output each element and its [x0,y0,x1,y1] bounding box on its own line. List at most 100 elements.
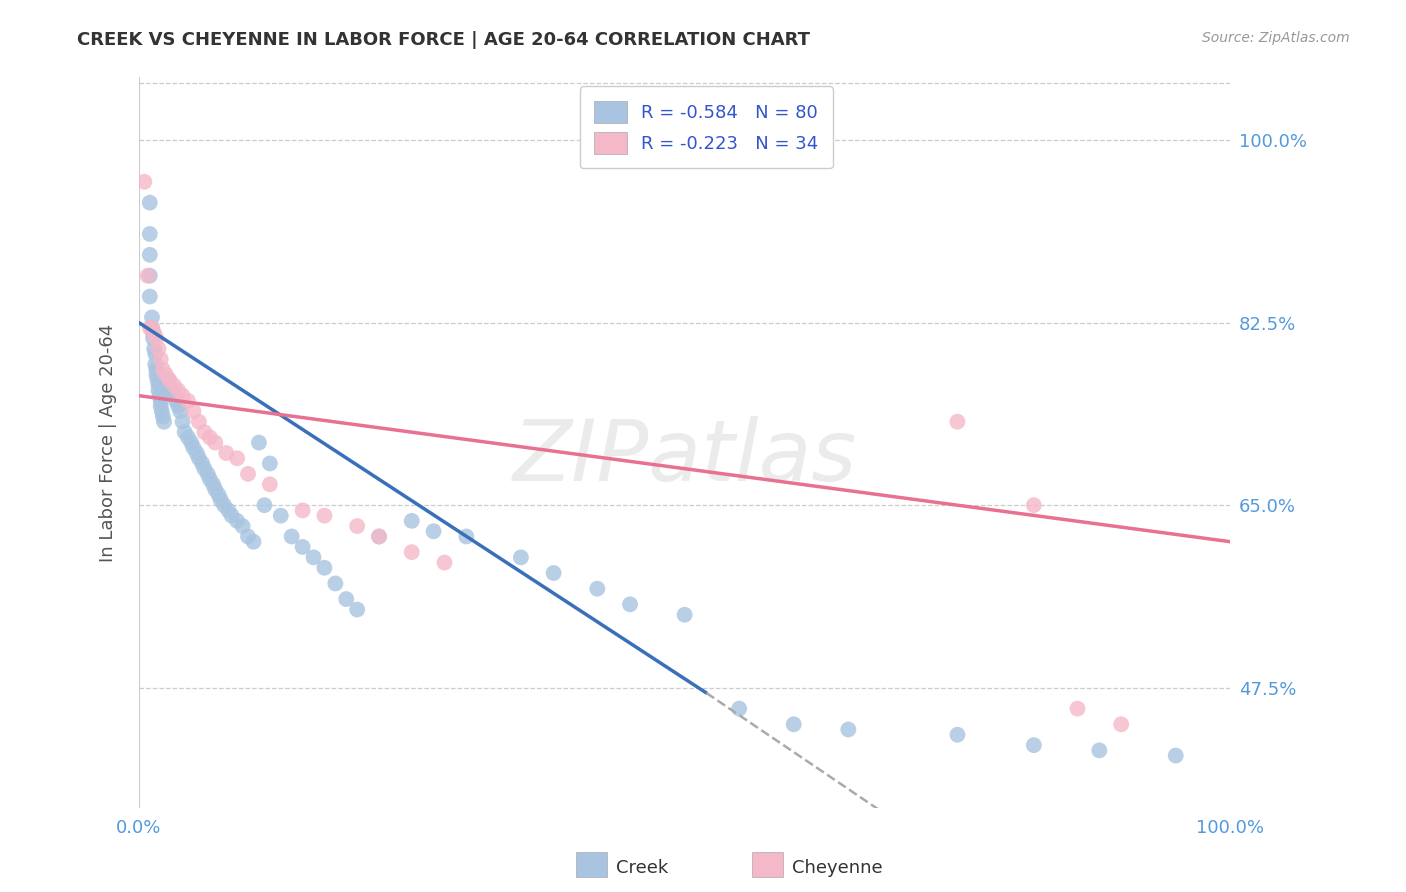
Point [247,435,270,450]
Point [212,498,235,512]
Point [149,393,172,408]
Point [180,435,202,450]
Point [198,472,221,486]
Point [134,175,156,189]
Text: CREEK VS CHEYENNE IN LABOR FORCE | AGE 20-64 CORRELATION CHART: CREEK VS CHEYENNE IN LABOR FORCE | AGE 2… [77,31,810,49]
Point [160,384,183,398]
Point [619,597,641,611]
Legend: R = -0.584   N = 80, R = -0.223   N = 34: R = -0.584 N = 80, R = -0.223 N = 34 [579,87,832,169]
Point [177,430,200,444]
Point [209,493,232,508]
Point [172,415,194,429]
Point [236,529,259,543]
Point [221,508,243,523]
Point [325,576,347,591]
Point [152,362,174,376]
Point [193,461,215,475]
Point [1022,498,1045,512]
Point [259,477,281,491]
Point [543,566,565,580]
Point [198,430,221,444]
Point [302,550,325,565]
Point [186,446,208,460]
Point [783,717,806,731]
Point [673,607,696,622]
Point [1109,717,1132,731]
Point [401,514,423,528]
Point [143,357,166,371]
Point [236,467,259,481]
Point [169,404,191,418]
Point [159,378,181,392]
Point [346,602,368,616]
Point [183,441,205,455]
Point [149,399,172,413]
Point [172,389,194,403]
Point [368,529,391,543]
Point [149,389,172,403]
Point [157,373,180,387]
Point [167,399,190,413]
Point [242,534,264,549]
Point [456,529,478,543]
Text: ZIPatlas: ZIPatlas [512,416,856,499]
Point [314,561,336,575]
Text: Creek: Creek [616,859,668,877]
Point [1066,701,1088,715]
Point [143,347,166,361]
Point [204,435,226,450]
Point [136,268,159,283]
Point [1088,743,1111,757]
Point [204,483,226,497]
Point [145,331,167,345]
Point [142,326,165,340]
Point [232,519,254,533]
Point [226,514,249,528]
Point [143,326,166,340]
Point [183,404,205,418]
Point [253,498,276,512]
Point [173,425,195,439]
Point [401,545,423,559]
Point [217,503,239,517]
Point [259,457,281,471]
Point [165,393,187,408]
Point [946,728,969,742]
Point [163,378,186,392]
Point [139,195,162,210]
Point [148,342,170,356]
Point [153,415,176,429]
Point [197,467,219,481]
Point [335,592,357,607]
Point [152,409,174,424]
Point [207,488,229,502]
Point [187,451,209,466]
Point [728,701,751,715]
Point [141,310,163,325]
Point [177,393,200,408]
Point [163,389,186,403]
Point [202,477,225,491]
Point [368,529,391,543]
Point [167,384,190,398]
Point [187,415,209,429]
Point [139,227,162,241]
Point [150,404,173,418]
Point [270,508,292,523]
Text: Source: ZipAtlas.com: Source: ZipAtlas.com [1202,31,1350,45]
Point [139,289,162,303]
Point [141,321,163,335]
Point [145,368,167,382]
Point [291,503,314,517]
Point [149,352,172,367]
Point [146,373,169,387]
Point [159,373,181,387]
Point [1164,748,1187,763]
Point [143,342,166,356]
Point [433,556,456,570]
Point [145,362,167,376]
Text: Cheyenne: Cheyenne [792,859,882,877]
Point [946,415,969,429]
Point [346,519,368,533]
Point [509,550,531,565]
